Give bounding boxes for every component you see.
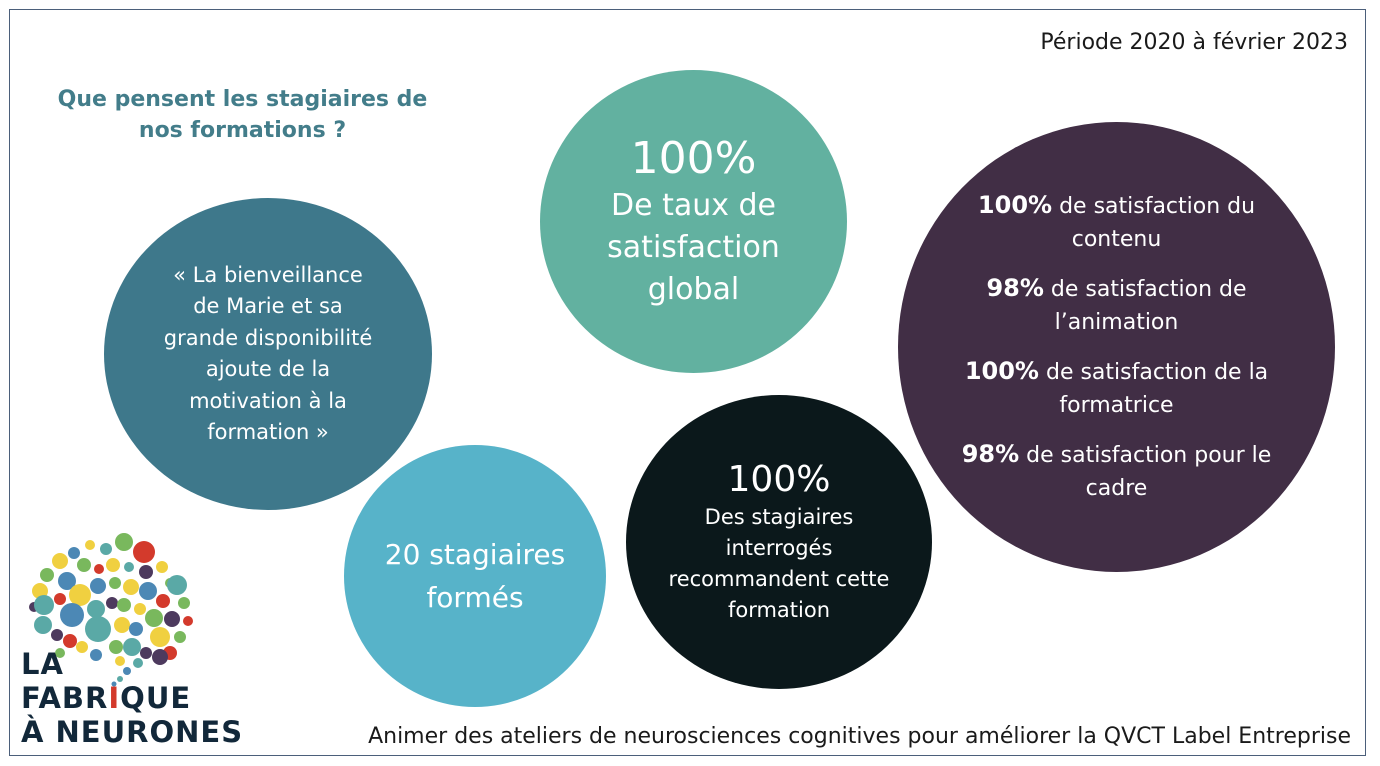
- question-heading: Que pensent les stagiaires de nos format…: [57, 87, 428, 143]
- trained-circle: 20 stagiaires formés: [344, 445, 606, 707]
- logo-line-3: À NEURONES: [21, 715, 244, 749]
- quote-text: « La bienveillance de Marie et sa grande…: [163, 262, 373, 445]
- trained-label: 20 stagiaires formés: [384, 538, 566, 614]
- detail-pct: 100%: [964, 357, 1039, 385]
- logo-wordmark: LA FABRIQUE À NEURONES: [21, 647, 243, 749]
- detail-text: de satisfaction de la formatrice: [1038, 360, 1269, 418]
- detail-content: 100% de satisfaction du contenu: [957, 189, 1277, 256]
- global-label: De taux de satisfaction global: [607, 187, 780, 307]
- period-label: Période 2020 à février 2023: [1040, 30, 1348, 55]
- detail-text: de satisfaction pour le cadre: [1019, 443, 1272, 501]
- detail-pct: 98%: [986, 274, 1044, 302]
- detail-text: de satisfaction du contenu: [1052, 194, 1256, 252]
- recommend-value: 100%: [727, 459, 831, 500]
- brain-logo-icon: [29, 533, 193, 687]
- detail-text: de satisfaction de l’animation: [1043, 277, 1247, 335]
- logo-line-1: LA: [21, 647, 64, 681]
- recommend-label: Des stagiaires interrogés recommandent c…: [668, 505, 890, 622]
- global-value: 100%: [630, 132, 757, 184]
- detail-pct: 98%: [961, 440, 1020, 468]
- footer-tagline: Animer des ateliers de neurosciences cog…: [368, 724, 1351, 749]
- brain-dots: [29, 533, 193, 687]
- quote-circle: « La bienveillance de Marie et sa grande…: [104, 198, 432, 510]
- logo-accent: I: [108, 681, 121, 715]
- detail-setting: 98% de satisfaction pour le cadre: [957, 438, 1277, 505]
- slide-frame: [9, 9, 1366, 756]
- detail-pct: 100%: [977, 191, 1053, 219]
- details-circle: 100% de satisfaction du contenu 98% de s…: [898, 122, 1335, 572]
- global-satisfaction-circle: 100% De taux de satisfaction global: [540, 70, 847, 373]
- recommend-circle: 100% Des stagiaires interrogés recommand…: [626, 395, 932, 689]
- detail-trainer: 100% de satisfaction de la formatrice: [957, 355, 1277, 422]
- detail-animation: 98% de satisfaction de l’animation: [957, 272, 1277, 339]
- logo-line-2: FABRIQUE: [21, 681, 192, 715]
